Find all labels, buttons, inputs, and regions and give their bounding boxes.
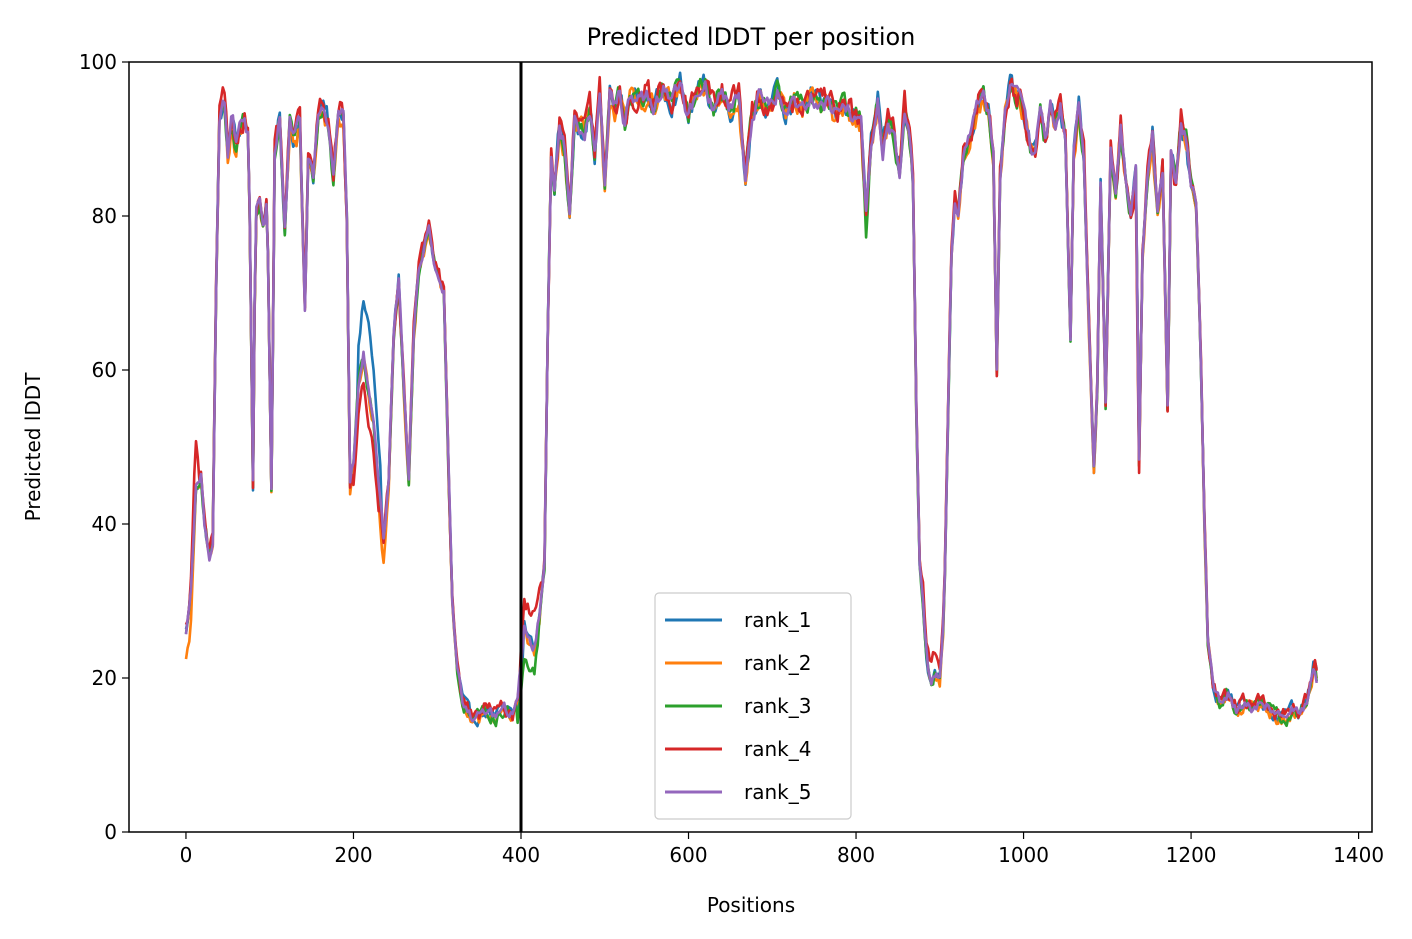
y-axis-ticks: 0 20 40 60 80 100 <box>79 50 129 844</box>
chart-title: Predicted lDDT per position <box>587 23 916 51</box>
y-tick-label: 80 <box>92 204 117 228</box>
legend-box <box>654 592 852 820</box>
x-tick-label: 1400 <box>1333 843 1384 867</box>
legend-label: rank_5 <box>744 780 811 804</box>
x-axis-ticks: 0 200 400 600 800 1000 1200 1400 <box>180 832 1384 867</box>
y-tick-label: 40 <box>92 512 117 536</box>
legend-label: rank_2 <box>744 651 811 675</box>
x-tick-label: 600 <box>669 843 707 867</box>
series-layer <box>184 71 1318 728</box>
x-tick-label: 400 <box>502 843 540 867</box>
x-axis-title: Positions <box>707 893 795 917</box>
plot-area <box>184 62 1318 832</box>
y-tick-label: 100 <box>79 50 117 74</box>
legend-label: rank_4 <box>744 737 811 761</box>
x-tick-label: 0 <box>180 843 193 867</box>
x-tick-label: 800 <box>837 843 875 867</box>
x-tick-label: 200 <box>334 843 372 867</box>
y-tick-label: 60 <box>92 358 117 382</box>
y-tick-label: 20 <box>92 666 117 690</box>
series-line-rank_5 <box>184 80 1318 723</box>
x-tick-label: 1200 <box>1166 843 1217 867</box>
y-axis-title: Predicted lDDT <box>21 372 45 522</box>
legend-label: rank_1 <box>744 608 811 632</box>
legend-label: rank_3 <box>744 694 811 718</box>
plot-frame <box>128 61 1373 833</box>
x-tick-label: 1000 <box>998 843 1049 867</box>
legend: rank_1 rank_2 rank_3 rank_4 rank_5 <box>654 592 852 820</box>
y-tick-label: 0 <box>104 820 117 844</box>
